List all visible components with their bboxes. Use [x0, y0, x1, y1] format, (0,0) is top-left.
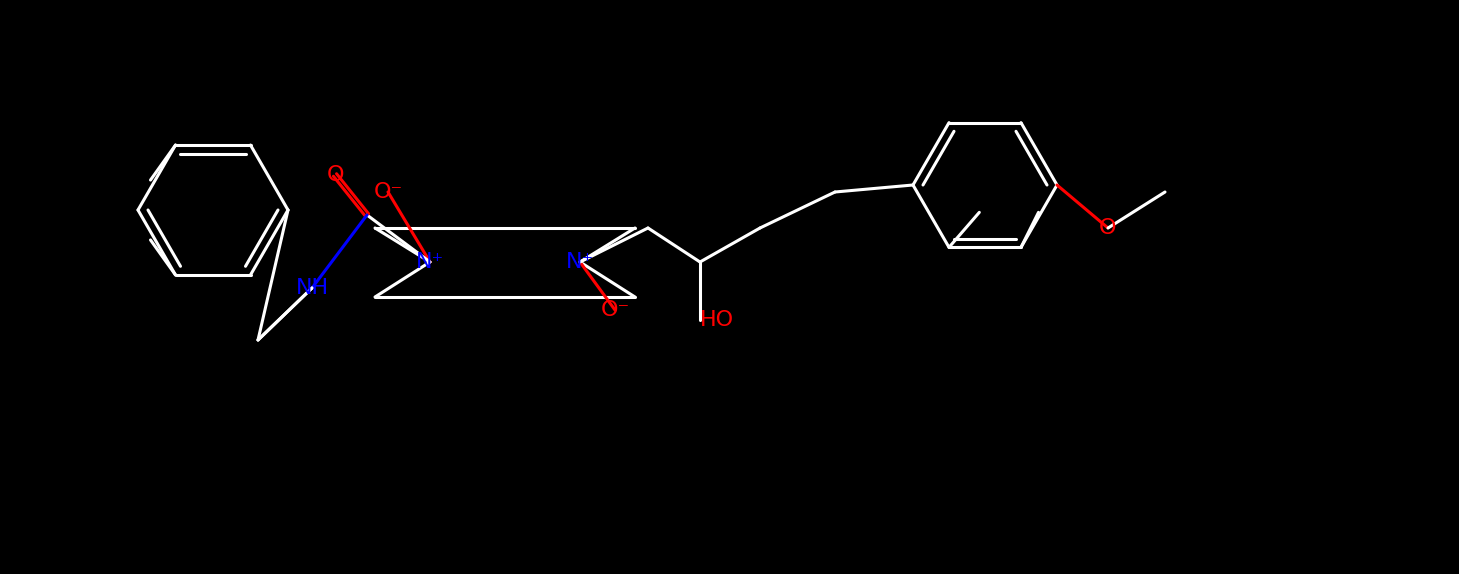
Text: O⁻: O⁻ [374, 182, 403, 202]
Text: HO: HO [700, 310, 734, 330]
Text: O: O [1099, 218, 1116, 238]
Text: O⁻: O⁻ [600, 300, 630, 320]
Text: NH: NH [295, 278, 328, 298]
Text: N⁺: N⁺ [416, 252, 444, 272]
Text: N⁺: N⁺ [566, 252, 594, 272]
Text: O: O [327, 165, 344, 185]
